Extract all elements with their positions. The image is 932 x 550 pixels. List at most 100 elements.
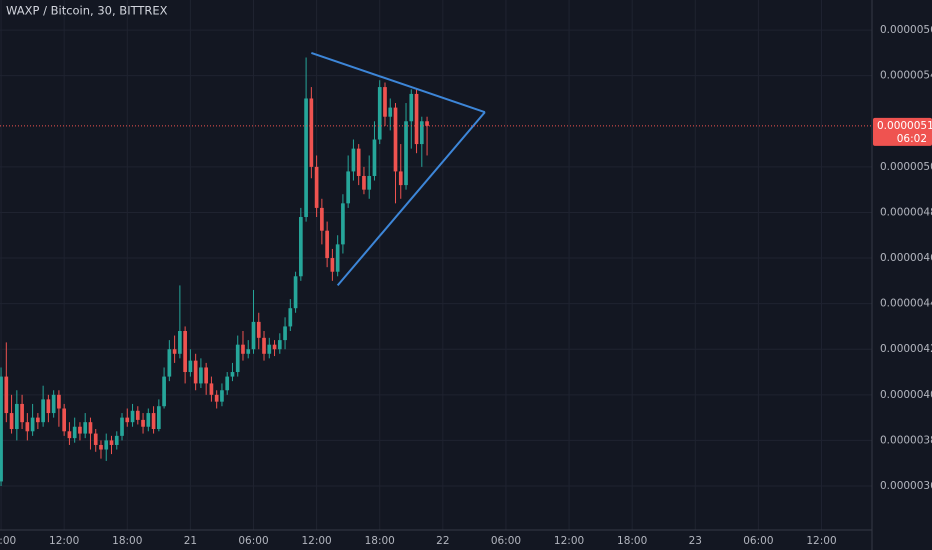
countdown: 06:02	[897, 133, 927, 145]
candle-body	[288, 308, 293, 327]
candle-body	[183, 330, 187, 373]
candle-body	[262, 337, 266, 354]
candle-body	[383, 87, 387, 117]
candle-body	[14, 403, 19, 430]
y-tick-label: 0.00000420	[880, 343, 932, 355]
candle-body	[141, 419, 145, 427]
axes: 0.00000360 0.00000380 0.00000400 0.00000420…	[0, 24, 932, 547]
candle-body	[72, 426, 77, 439]
candle-body	[193, 360, 198, 384]
candle-body	[404, 121, 408, 186]
candle-body	[114, 435, 119, 445]
trendline	[336, 111, 486, 287]
candle-body	[36, 417, 40, 423]
candle-body	[30, 417, 35, 432]
candle-body	[330, 258, 335, 272]
candle-body	[156, 406, 161, 430]
candle-body	[62, 408, 67, 432]
candle-body	[199, 367, 203, 384]
candle-body	[51, 394, 56, 414]
candle-body	[9, 413, 14, 430]
x-tick-label: 12:00	[554, 535, 584, 547]
candle-body	[341, 203, 345, 245]
candle-body	[172, 349, 177, 354]
candle-body	[283, 326, 287, 341]
candle-body	[109, 440, 114, 445]
x-tick-label: 06:00	[0, 535, 16, 547]
candle-body	[351, 148, 356, 172]
grid	[0, 0, 872, 530]
x-tick-label: 06:00	[238, 535, 268, 547]
candle-body	[367, 175, 372, 190]
x-tick-label: 12:00	[49, 535, 79, 547]
candle-body	[88, 422, 93, 434]
candle-body	[362, 175, 366, 190]
y-tick-label: 0.00000440	[880, 298, 932, 310]
candle-body	[398, 171, 403, 186]
candle-body	[372, 139, 377, 176]
y-tick-label: 0.00000360	[880, 480, 932, 492]
x-tick-label: 12:00	[806, 535, 836, 547]
candle-body	[99, 444, 103, 450]
candle-body	[388, 107, 393, 117]
candle-body	[414, 93, 419, 145]
candle-body	[162, 376, 166, 407]
candle-body	[267, 344, 272, 354]
candle-body	[146, 413, 151, 427]
y-tick-label: 0.00000460	[880, 252, 932, 264]
y-tick-label: 0.00000480	[880, 206, 932, 218]
candle-body	[356, 148, 361, 176]
x-tick-label: 06:00	[743, 535, 773, 547]
candle-body	[214, 394, 219, 402]
candle-body	[220, 390, 224, 402]
candle-body	[320, 207, 324, 231]
candle-body	[46, 399, 51, 414]
candle-body	[67, 431, 72, 439]
candle-body	[135, 410, 140, 420]
candle-body	[393, 107, 398, 172]
candle-body	[83, 422, 88, 434]
x-tick-label: 18:00	[617, 535, 647, 547]
x-tick-label: 18:00	[112, 535, 142, 547]
candle-body	[20, 403, 24, 423]
y-tick-label: 0.00000380	[880, 434, 932, 446]
candle-body	[325, 230, 329, 259]
candle-body	[188, 360, 193, 373]
candle-body	[167, 349, 172, 377]
candle-body	[130, 410, 135, 423]
candle-body	[104, 440, 109, 450]
x-tick-label: 22	[436, 535, 449, 547]
x-tick-label: 21	[184, 535, 197, 547]
candle-body	[225, 376, 230, 391]
x-tick-label: 23	[689, 535, 702, 547]
candle-body	[57, 394, 61, 409]
plot-area	[0, 51, 872, 487]
y-tick-label: 0.00000500	[880, 161, 932, 173]
candle-body	[251, 321, 256, 350]
candle-body	[293, 276, 298, 309]
y-tick-label: 0.00000400	[880, 389, 932, 401]
x-tick-label: 18:00	[365, 535, 395, 547]
candle-body	[256, 321, 261, 338]
chart-title: WAXP / Bitcoin, 30, BITTREX	[6, 4, 168, 18]
candle-body	[335, 244, 340, 272]
last-price-label: 0.00000518	[877, 120, 932, 132]
candle-body	[246, 349, 251, 354]
candle-body	[78, 426, 82, 434]
candle-body	[298, 217, 303, 277]
candle-body	[419, 121, 424, 145]
candle-body	[309, 98, 314, 167]
y-tick-label: 0.00000560	[880, 24, 932, 36]
last-price-box	[873, 117, 932, 146]
candle-body	[25, 422, 30, 432]
candle-body	[178, 330, 182, 354]
candle-body	[272, 344, 277, 350]
candle-body	[304, 98, 308, 218]
candle-body	[120, 417, 124, 436]
x-tick-label: 06:00	[491, 535, 521, 547]
candle-body	[235, 344, 240, 373]
candle-body	[0, 376, 3, 482]
